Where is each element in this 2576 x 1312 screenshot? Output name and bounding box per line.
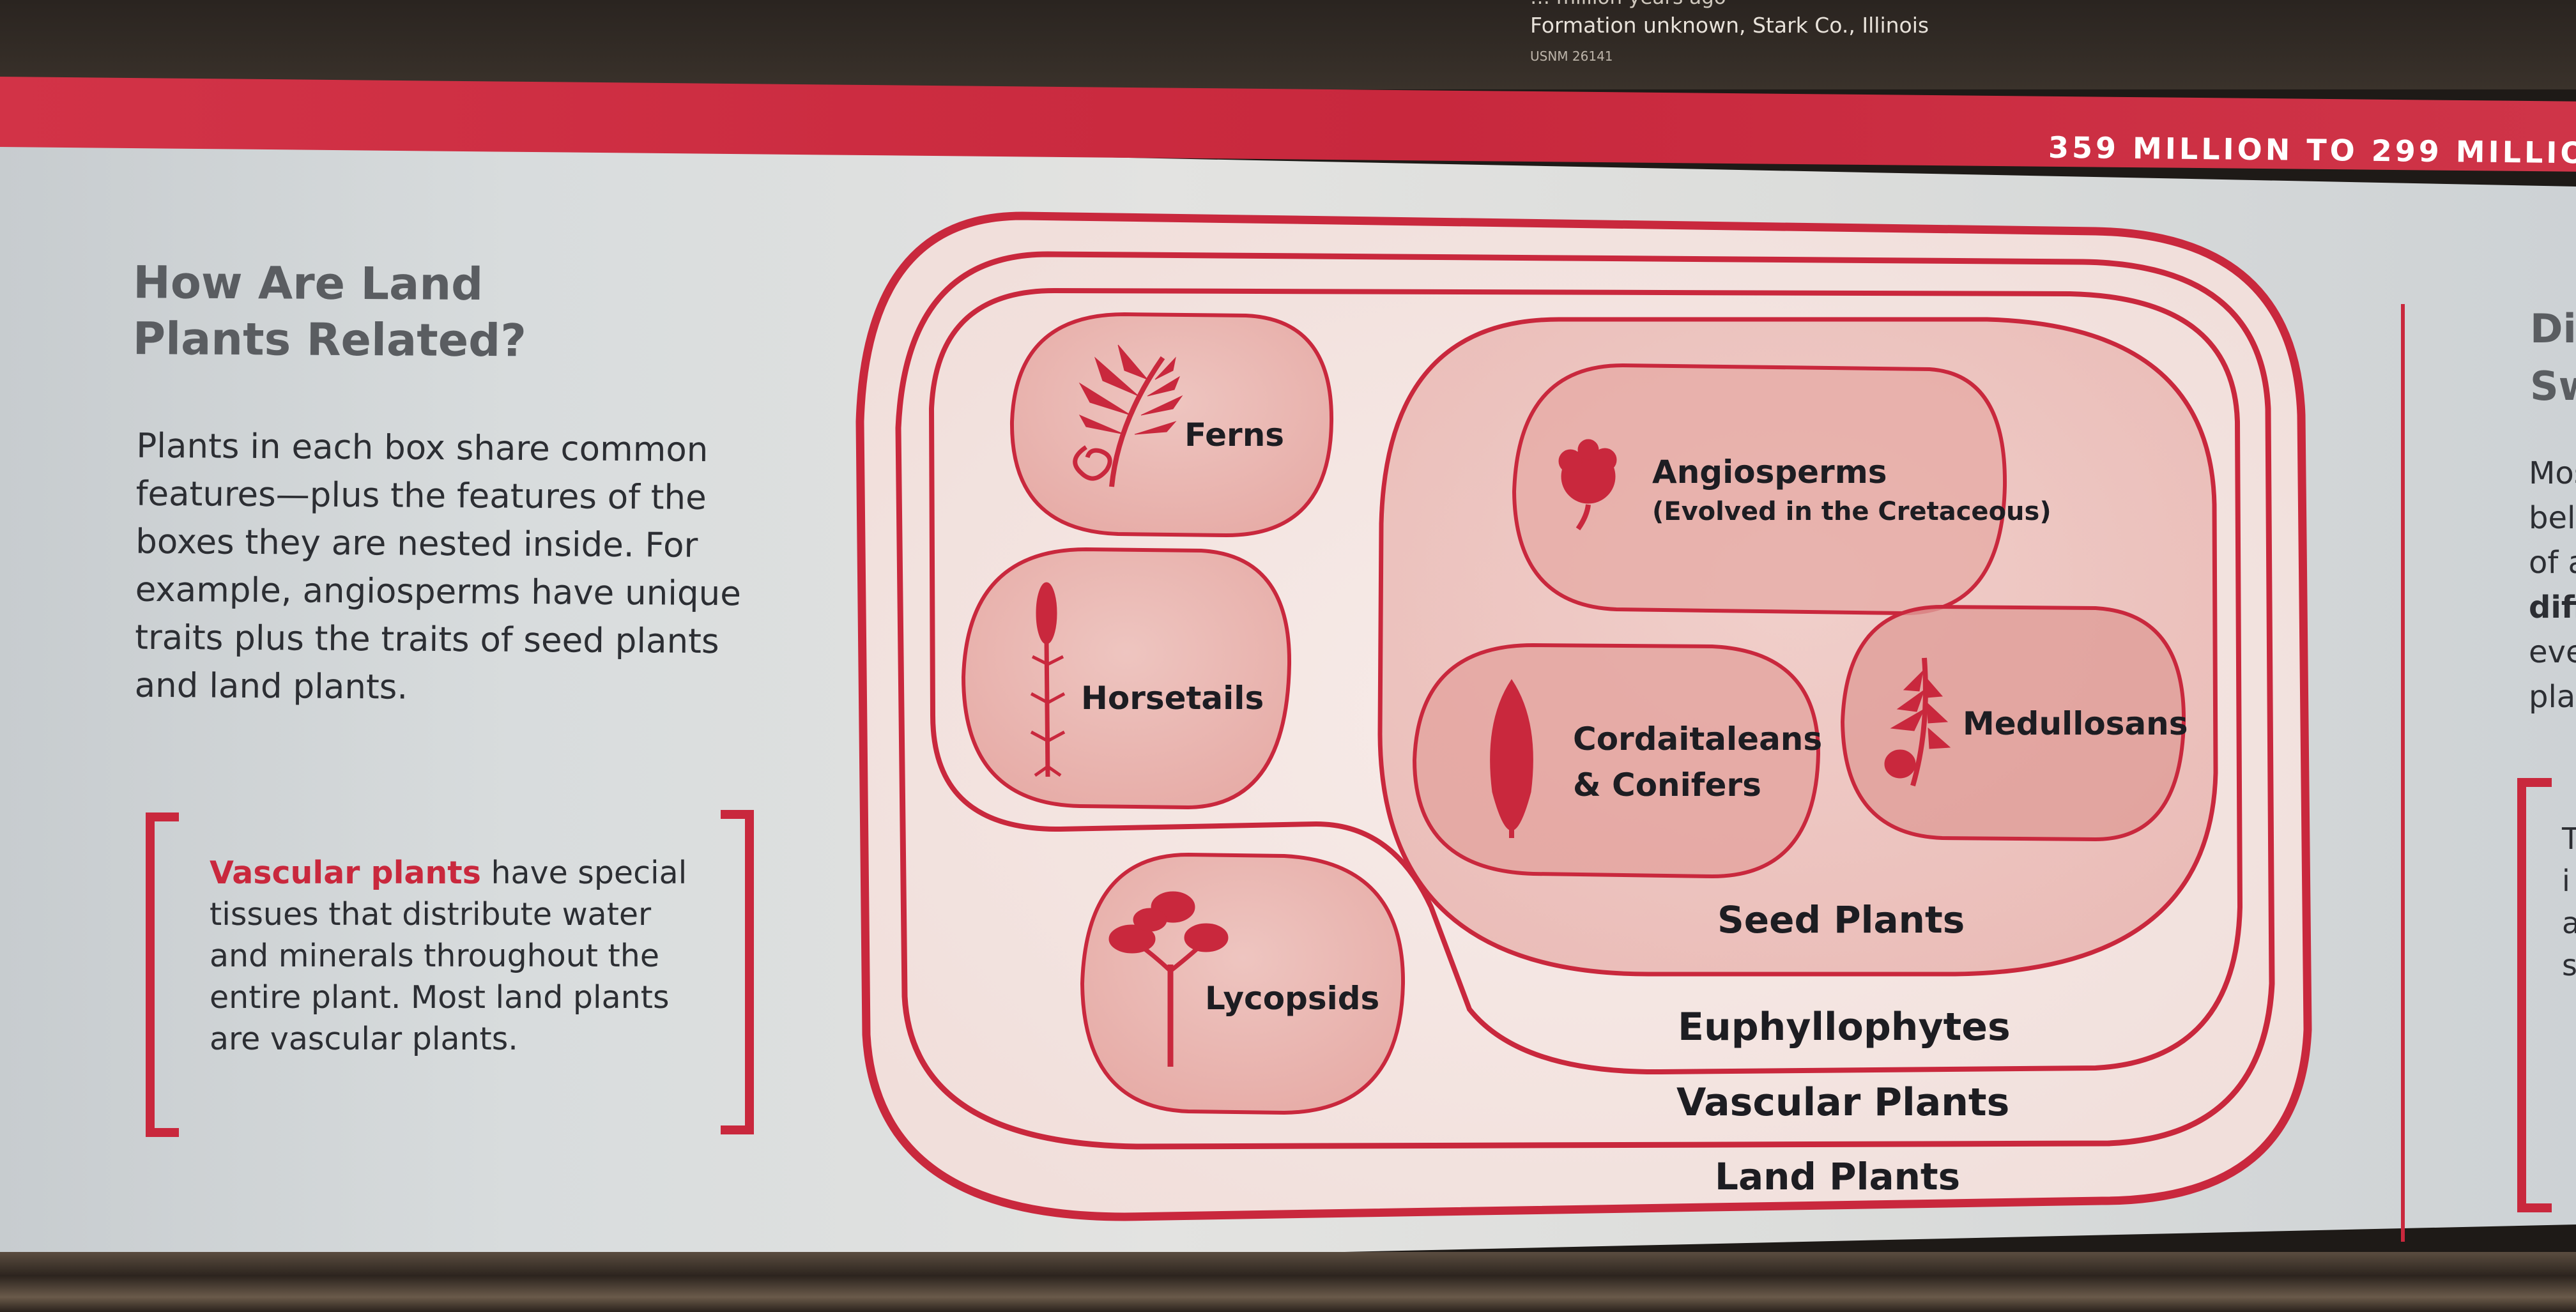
medullosans-label: Medullosans: [1963, 705, 2188, 742]
callout-line: are vascular plants.: [210, 1021, 518, 1057]
floor-background: [0, 1252, 2576, 1312]
next-body-line: Mos: [2529, 455, 2576, 491]
cordaitaleans-label-line1: Cordaitaleans: [1573, 721, 1822, 758]
callout-line: and minerals throughout the: [210, 938, 659, 974]
next-body-line: of a: [2529, 545, 2576, 581]
lycopsids-label: Lycopsids: [1205, 980, 1379, 1017]
next-callout-line: s: [2562, 948, 2576, 982]
next-title-line: Sw: [2530, 363, 2576, 409]
next-callout-line: i: [2562, 864, 2570, 898]
horsetail-icon: [1030, 582, 1066, 777]
angiosperm-flower-icon: [1558, 439, 1617, 531]
right-bracket: [721, 810, 754, 1134]
next-body-line: plan: [2529, 679, 2576, 715]
next-callout-text: T i a s: [2562, 818, 2576, 986]
next-callout-line: a: [2562, 906, 2576, 940]
conifer-cone-icon: [1490, 679, 1533, 838]
vascular-plants-label: Vascular Plants: [1676, 1080, 2009, 1125]
next-body-line: eve: [2529, 634, 2576, 670]
next-callout-line: T: [2562, 821, 2576, 856]
fern-icon: [1073, 344, 1183, 487]
horsetails-box: [961, 547, 1292, 810]
callout-text: Vascular plants have special tissues tha…: [210, 852, 695, 1060]
medullosans-box: [1840, 604, 2186, 842]
next-body-line: diff: [2529, 590, 2576, 625]
specimen-formation-text: Formation unknown, Stark Co., Illinois: [1530, 13, 1929, 38]
next-section-title: Div Sw: [2530, 300, 2576, 415]
callout-term-rest: have special: [480, 855, 687, 891]
left-bracket: [146, 812, 179, 1137]
vascular-plants-box: [895, 251, 2275, 1150]
land-plants-label: Land Plants: [1715, 1155, 1960, 1198]
angiosperms-box: [1512, 363, 2007, 616]
cordaitaleans-label-line2: & Conifers: [1573, 767, 1761, 804]
callout-line: entire plant. Most land plants: [210, 979, 670, 1016]
angiosperms-note: (Evolved in the Cretaceous): [1652, 497, 2051, 526]
specimen-age-text: … million years ago: [1530, 0, 1726, 9]
cordaitaleans-box: [1412, 643, 1821, 879]
lycopsid-icon: [1108, 891, 1229, 1067]
callout-line: tissues that distribute water: [210, 896, 652, 933]
next-title-line: Div: [2530, 305, 2576, 352]
horsetails-label: Horsetails: [1081, 680, 1264, 717]
angiosperms-label: Angiosperms: [1652, 454, 1887, 491]
medullosan-frond-icon: [1884, 657, 1951, 787]
callout-line: Vascular plants have special: [210, 852, 695, 894]
wall-background: [0, 0, 2576, 89]
column-divider: [2401, 304, 2405, 1242]
euphyllophytes-box: [928, 287, 2243, 1075]
ferns-label: Ferns: [1184, 416, 1284, 454]
specimen-catalog-number: USNM 26141: [1530, 49, 1613, 64]
next-callout-bracket: [2517, 778, 2552, 1212]
euphyllophytes-label: Euphyllophytes: [1678, 1005, 2011, 1049]
callout-term: Vascular plants: [210, 855, 481, 891]
seed-plants-label: Seed Plants: [1717, 898, 1965, 942]
vascular-plants-callout: Vascular plants have special tissues tha…: [146, 810, 754, 1137]
